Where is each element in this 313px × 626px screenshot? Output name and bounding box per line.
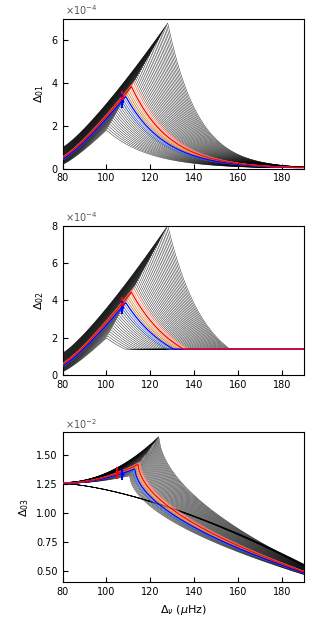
Text: $\times10^{-2}$: $\times10^{-2}$	[65, 417, 97, 431]
Y-axis label: $\Delta_{02}$: $\Delta_{02}$	[32, 291, 46, 310]
Text: $\times10^{-4}$: $\times10^{-4}$	[65, 4, 97, 18]
Y-axis label: $\Delta_{03}$: $\Delta_{03}$	[17, 498, 31, 516]
Y-axis label: $\Delta_{01}$: $\Delta_{01}$	[32, 85, 46, 103]
X-axis label: $\Delta_\nu$ ($\mu$Hz): $\Delta_\nu$ ($\mu$Hz)	[160, 603, 207, 617]
Text: $\times10^{-4}$: $\times10^{-4}$	[65, 210, 97, 224]
